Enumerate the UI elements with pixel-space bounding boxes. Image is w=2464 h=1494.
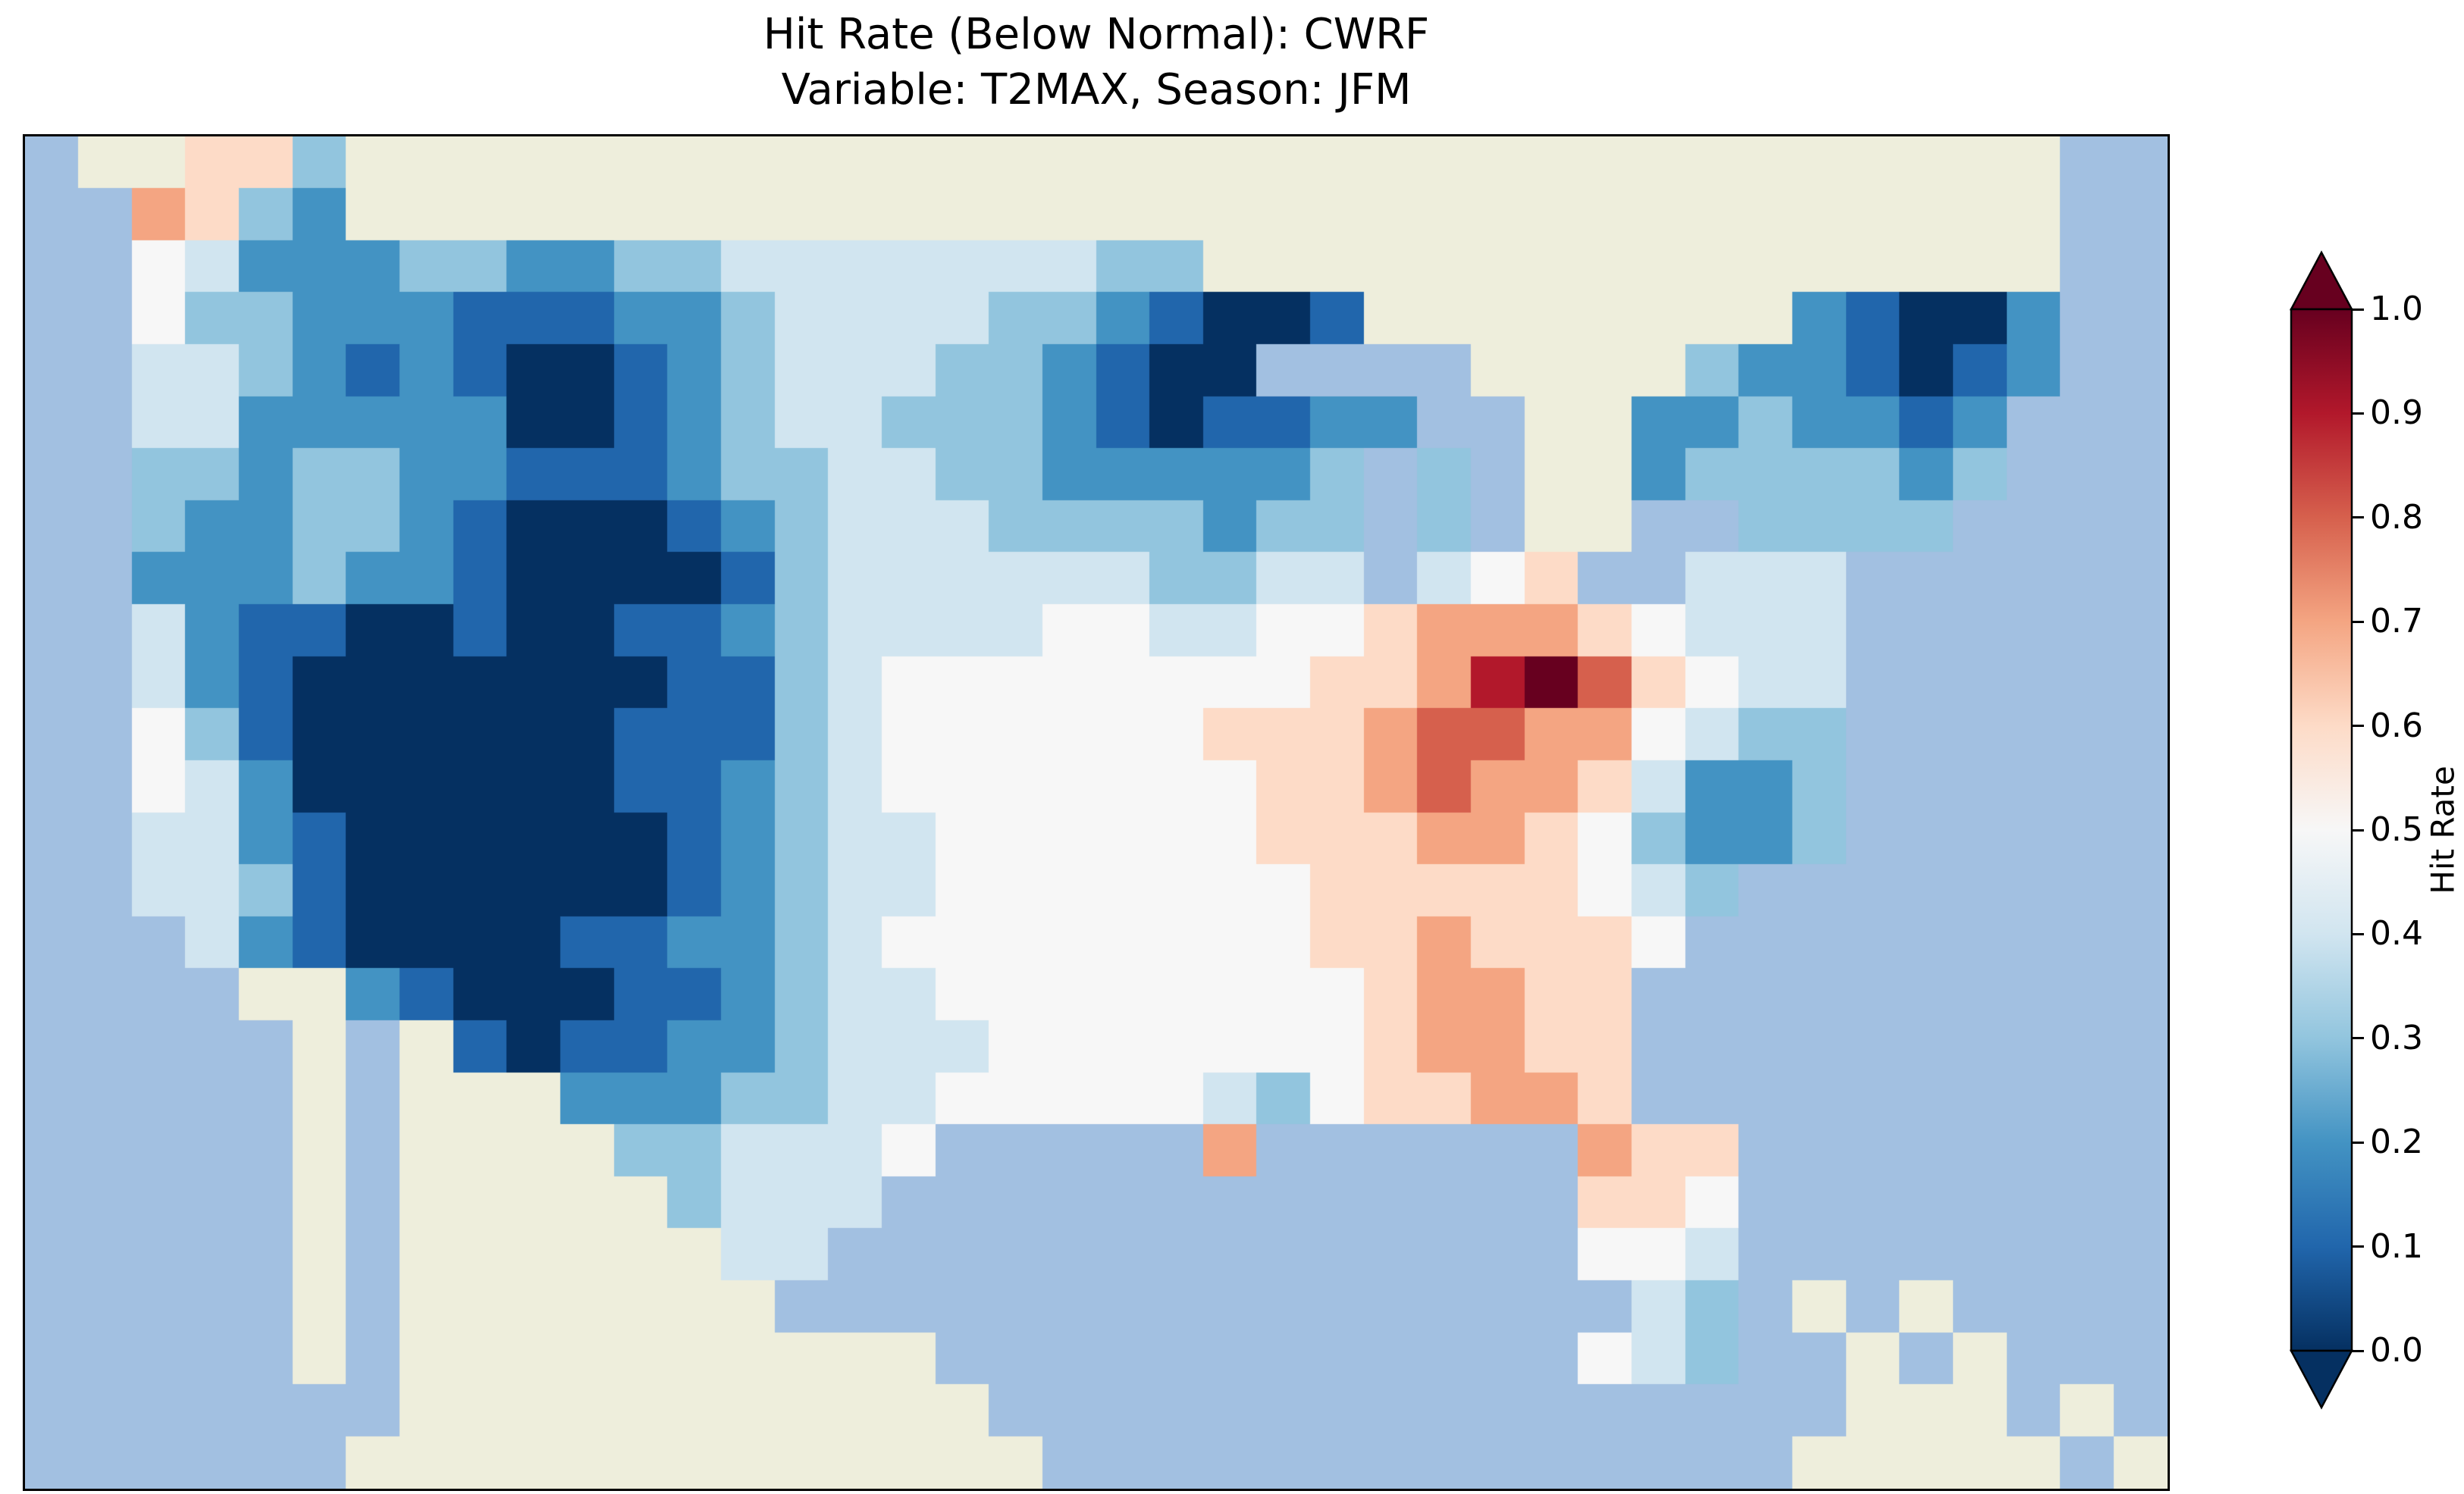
colorbar-tick-mark bbox=[2352, 828, 2364, 832]
chart-title-line2: Variable: T2MAX, Season: JFM bbox=[781, 64, 1412, 114]
colorbar-tick-label: 0.5 bbox=[2370, 810, 2423, 849]
colorbar-gradient-bar bbox=[2289, 250, 2354, 1410]
colorbar-top-arrow bbox=[2289, 250, 2354, 311]
colorbar-tick-label: 1.0 bbox=[2370, 290, 2423, 328]
colorbar-tick-label: 0.2 bbox=[2370, 1123, 2423, 1162]
colorbar-tick-mark bbox=[2352, 620, 2364, 623]
chart-title-line1: Hit Rate (Below Normal): CWRF bbox=[763, 10, 1430, 59]
colorbar-tick-mark bbox=[2352, 412, 2364, 415]
us-hit-rate-map-canvas bbox=[25, 136, 2168, 1489]
colorbar-tick-mark bbox=[2352, 1037, 2364, 1040]
colorbar-tick-label: 0.9 bbox=[2370, 393, 2423, 433]
colorbar-tick-label: 0.6 bbox=[2370, 706, 2423, 745]
map-panel bbox=[23, 134, 2170, 1491]
colorbar-body bbox=[2290, 308, 2353, 1352]
colorbar-tick-mark bbox=[2352, 308, 2364, 311]
colorbar-tick-mark bbox=[2352, 516, 2364, 519]
colorbar-tick-mark bbox=[2352, 725, 2364, 728]
colorbar-tick-mark bbox=[2352, 1141, 2364, 1144]
colorbar-tick-mark bbox=[2352, 1349, 2364, 1352]
colorbar-bottom-arrow bbox=[2289, 1349, 2354, 1410]
colorbar-tick-label: 0.3 bbox=[2370, 1018, 2423, 1057]
colorbar-tick-mark bbox=[2352, 932, 2364, 935]
chart-title: Hit Rate (Below Normal): CWRF Variable: … bbox=[23, 8, 2170, 118]
colorbar-tick-label: 0.0 bbox=[2370, 1331, 2423, 1370]
colorbar-tick-label: 0.4 bbox=[2370, 914, 2423, 954]
colorbar-tick-mark bbox=[2352, 1245, 2364, 1248]
colorbar-tick-label: 0.8 bbox=[2370, 497, 2423, 537]
colorbar-axis-label: Hit Rate bbox=[2424, 766, 2462, 894]
colorbar-tick-label: 0.1 bbox=[2370, 1226, 2423, 1266]
colorbar-tick-label: 0.7 bbox=[2370, 602, 2423, 641]
